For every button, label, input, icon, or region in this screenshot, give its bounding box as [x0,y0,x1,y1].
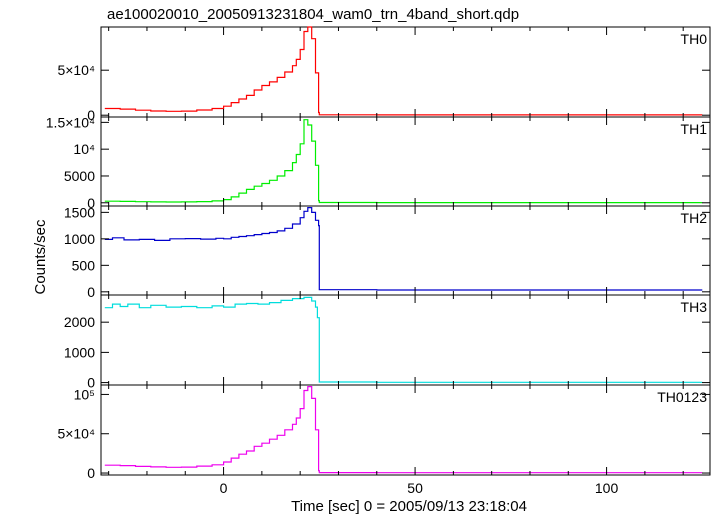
y-tick-label: 5×10⁴ [57,426,95,442]
series-line-th2 [104,207,703,291]
panel-label: TH2 [681,210,708,226]
panel-th1: 0 5000 10⁴ 1.5×10⁴ TH1 [46,114,711,211]
x-tick-label: 100 [595,480,619,496]
panel-frame [100,384,711,476]
panel-th3: 0 1000 2000 TH3 [64,294,711,391]
y-tick-label: 2000 [64,314,95,330]
panel-label: TH1 [681,121,708,137]
series-line-th3 [104,296,703,383]
y-tick-label: 0 [87,195,95,211]
series-line-th1 [104,119,703,204]
panel-th0: 0 5×10⁴ TH0 [57,26,711,123]
y-tick-label: 0 [87,465,95,481]
panel-frame [100,116,711,207]
y-tick-label: 1000 [64,231,95,247]
y-tick-label: 1500 [64,204,95,220]
panel-frame [100,26,711,118]
y-tick-label: 500 [72,257,96,273]
series-line-th0 [104,26,703,116]
y-tick-label: 5×10⁴ [57,62,95,78]
panel-label: TH0123 [657,389,707,405]
x-axis-label: Time [sec] 0 = 2005/09/13 23:18:04 [291,498,527,515]
y-tick-label: 0 [87,107,95,123]
y-axis-label: Counts/sec [32,219,49,295]
y-tick-label: 0 [87,375,95,391]
y-tick-label: 0 [87,284,95,300]
panel-frame [100,294,711,386]
y-tick-label: 1.5×10⁴ [46,114,95,130]
panel-th0123: 0 5×10⁴ 10⁵ TH0123 [57,384,711,481]
x-tick-label: 50 [407,480,423,496]
y-tick-label: 1000 [64,344,95,360]
y-tick-label: 10⁵ [74,386,95,402]
chart-title: ae100020010_20050913231804_wam0_trn_4ban… [107,6,519,23]
x-tick-label: 0 [220,480,228,496]
y-tick-label: 5000 [64,168,95,184]
y-tick-label: 10⁴ [73,141,95,157]
panel-frame [100,205,711,296]
panel-label: TH3 [681,299,708,315]
panel-th2: 0 500 1000 1500 TH2 [64,204,711,300]
panel-label: TH0 [681,31,708,47]
series-line-th0123 [104,386,703,474]
